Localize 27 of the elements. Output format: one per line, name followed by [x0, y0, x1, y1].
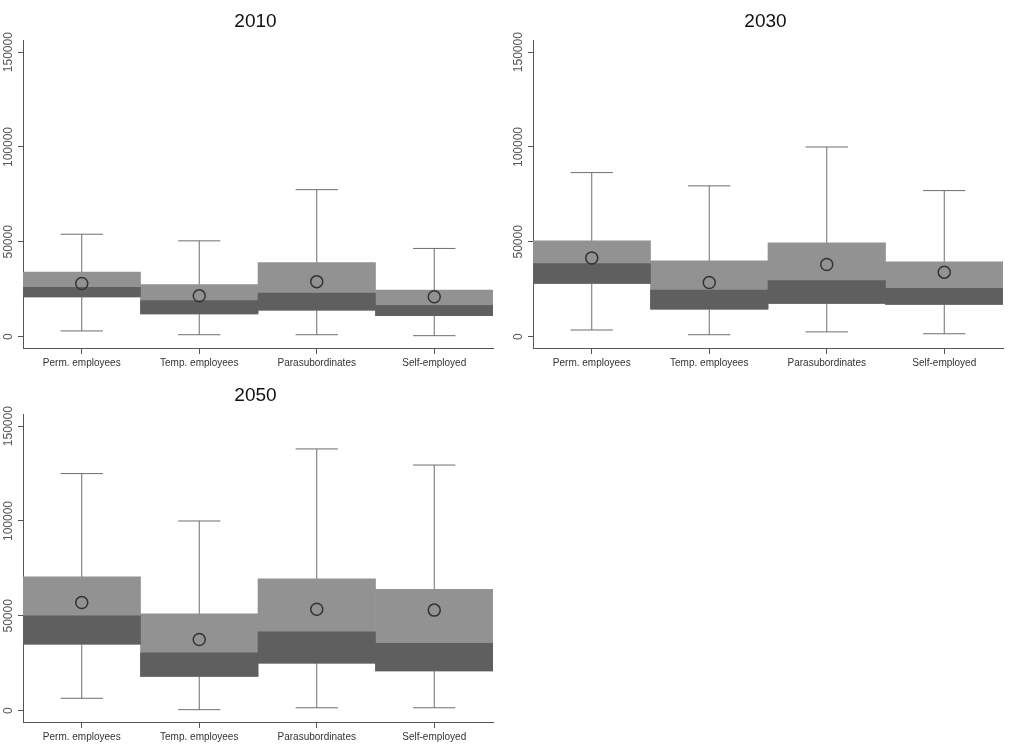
y-tick-label: 100000 [511, 126, 526, 168]
chart-title: 2050 [234, 383, 277, 405]
x-tick-label: Perm. employees [42, 730, 121, 742]
chart-title: 2030 [744, 9, 787, 31]
y-tick-label: 0 [1, 706, 16, 714]
y-tick-label: 50000 [1, 598, 16, 633]
y-tick-label: 0 [511, 332, 526, 340]
x-tick-label: Parasubordinates [277, 356, 356, 368]
y-tick-label: 100000 [1, 500, 16, 542]
y-tick-label: 50000 [511, 224, 526, 259]
x-tick-label: Self-employed [912, 356, 977, 368]
y-tick-label: 100000 [1, 126, 16, 168]
x-tick-label: Self-employed [402, 356, 467, 368]
x-tick-label: Parasubordinates [277, 730, 356, 742]
x-tick-label: Temp. employees [160, 730, 239, 742]
y-tick-label: 50000 [1, 224, 16, 259]
x-tick-label: Perm. employees [552, 356, 631, 368]
x-tick-label: Self-employed [402, 730, 467, 742]
x-tick-label: Parasubordinates [787, 356, 866, 368]
y-tick-label: 150000 [1, 405, 16, 447]
x-tick-label: Perm. employees [42, 356, 121, 368]
chart-title: 2010 [234, 9, 277, 31]
x-tick-label: Temp. employees [670, 356, 749, 368]
x-tick-label: Temp. employees [160, 356, 239, 368]
y-tick-label: 0 [1, 332, 16, 340]
y-tick-label: 150000 [1, 31, 16, 73]
y-tick-label: 150000 [511, 31, 526, 73]
